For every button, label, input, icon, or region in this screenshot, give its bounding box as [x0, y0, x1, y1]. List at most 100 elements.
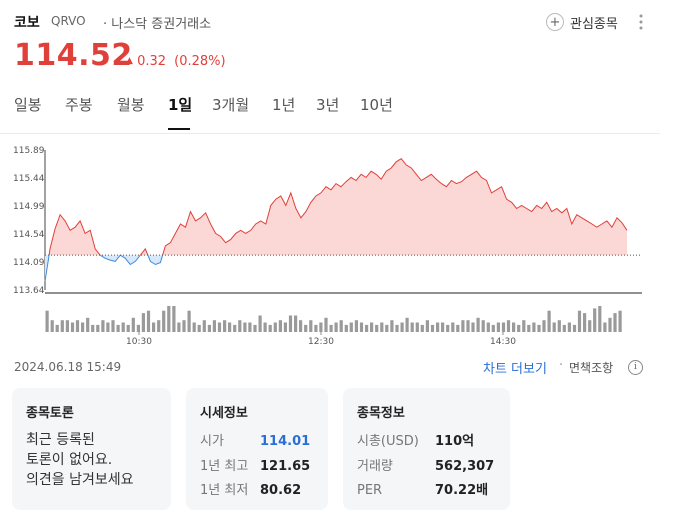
volume-bar: [410, 322, 414, 332]
y-tick-label: 114.54: [13, 230, 45, 240]
volume-bar: [177, 322, 181, 332]
volume-bar: [577, 310, 582, 332]
stock-header: 코보 QRVO · 나스닥 증권거래소 + 관심종목: [14, 10, 664, 34]
volume-bar: [55, 324, 59, 332]
volume-bar: [334, 322, 338, 332]
volume-bar: [314, 324, 318, 332]
volume-bar: [65, 320, 69, 332]
tab-monthly[interactable]: 월봉: [117, 96, 145, 114]
forum-empty-message: 최근 등록된 토론이 없어요. 의견을 남겨보세요: [26, 430, 134, 490]
volume-bar: [380, 322, 384, 332]
volume-bar: [608, 317, 612, 332]
volume-bar: [253, 324, 257, 332]
per-value: 70.22배: [435, 483, 489, 498]
x-tick-label: 12:30: [308, 337, 334, 347]
volume-bar: [430, 324, 435, 332]
volume-bar: [598, 306, 602, 332]
volume-bar: [359, 322, 364, 332]
volume-bar: [50, 320, 54, 332]
volume-bar: [567, 322, 571, 332]
tab-daily[interactable]: 일봉: [14, 96, 42, 114]
price-line-down: [120, 254, 141, 266]
volume-bar: [172, 306, 176, 332]
price-line-up: [48, 213, 101, 256]
market-info-row: 1년 최고 121.65: [200, 455, 310, 474]
volume-bar: [146, 310, 151, 332]
volume-bar: [131, 317, 135, 332]
forum-line: 최근 등록된: [26, 432, 95, 448]
volume-bar: [288, 315, 293, 332]
volume-bar: [136, 324, 140, 332]
volume-bar: [613, 313, 617, 332]
volume-bar: [481, 320, 485, 332]
price-area-up: [49, 214, 101, 256]
volume-bar: [532, 322, 536, 332]
market-info-row: 1년 최저 80.62: [200, 479, 301, 498]
volume-bar: [593, 308, 597, 332]
stock-info-title: 종목정보: [357, 406, 405, 421]
tab-1day[interactable]: 1일: [168, 96, 193, 114]
change-value: 0.32: [137, 54, 167, 69]
price-line-down: [44, 255, 50, 282]
volume-bar: [228, 322, 232, 332]
volume-bar: [319, 322, 323, 332]
volume-bar: [415, 322, 419, 332]
volume-bar: [517, 324, 521, 332]
volume-bar: [491, 324, 495, 332]
volume-bar: [278, 320, 282, 332]
stock-info-row: PER 70.22배: [357, 479, 488, 498]
volume-bar: [238, 320, 242, 332]
volume-bar: [420, 324, 424, 332]
volume-bar: [527, 324, 531, 332]
y-tick-label: 115.44: [13, 174, 45, 184]
volume-bar: [512, 322, 516, 332]
volume-bar: [101, 320, 105, 332]
volume-bar: [157, 320, 161, 332]
volume-bar: [86, 317, 90, 332]
volume-bar: [537, 324, 541, 332]
volume-bar: [217, 322, 222, 332]
tab-divider: [0, 133, 660, 134]
market-info-card[interactable]: 시세정보 시가 114.01 1년 최고 121.65 1년 최저 80.62: [186, 388, 328, 510]
volume-bar: [162, 310, 166, 332]
add-watchlist-button[interactable]: + 관심종목: [546, 10, 618, 34]
volume-bar: [471, 322, 475, 332]
y-tick-label: 114.09: [13, 258, 45, 268]
volume-bar: [603, 322, 607, 332]
volume-bar: [542, 320, 546, 332]
volume-bar: [182, 320, 186, 332]
volume-bar: [207, 324, 211, 332]
volume-bar: [466, 320, 470, 332]
volume-bar: [258, 315, 262, 332]
volume-bar: [385, 324, 389, 332]
more-vertical-icon[interactable]: [636, 13, 646, 31]
tab-1year[interactable]: 1년: [272, 96, 296, 114]
watchlist-label: 관심종목: [570, 16, 618, 32]
volume-bar: [81, 322, 85, 332]
stock-info-card[interactable]: 종목정보 시총(USD) 110억 거래량 562,307 PER 70.22배: [343, 388, 510, 510]
volume-bar: [461, 320, 465, 332]
year-low: 80.62: [260, 483, 302, 498]
volume-bar: [309, 320, 313, 332]
volume-bar: [248, 322, 252, 332]
x-tick-label: 14:30: [490, 337, 516, 347]
stock-info-row: 거래량 562,307: [357, 455, 494, 474]
chart-more-link[interactable]: 차트 더보기: [483, 362, 547, 377]
price-change: ▲ 0.32 (0.28%): [126, 54, 226, 69]
volume-bar: [400, 322, 404, 332]
tab-3year[interactable]: 3년: [316, 96, 340, 114]
forum-card[interactable]: 종목토론 최근 등록된 토론이 없어요. 의견을 남겨보세요: [12, 388, 171, 510]
price-area-down: [147, 255, 163, 265]
tab-3month[interactable]: 3개월: [212, 96, 250, 114]
tab-10year[interactable]: 10년: [360, 96, 393, 114]
volume-bar: [506, 320, 511, 332]
tab-weekly[interactable]: 주봉: [65, 96, 93, 114]
price-area-up: [140, 248, 148, 256]
year-high: 121.65: [260, 459, 311, 474]
price-line-down: [147, 255, 164, 266]
info-icon[interactable]: i: [628, 360, 643, 375]
disclaimer-link[interactable]: 면책조항: [569, 361, 614, 375]
y-tick-label: 115.89: [13, 146, 45, 156]
volume-bar: [339, 320, 343, 332]
intraday-chart[interactable]: 115.89 115.44 114.99 114.54 114.09 113.64 10:…: [0, 140, 660, 350]
